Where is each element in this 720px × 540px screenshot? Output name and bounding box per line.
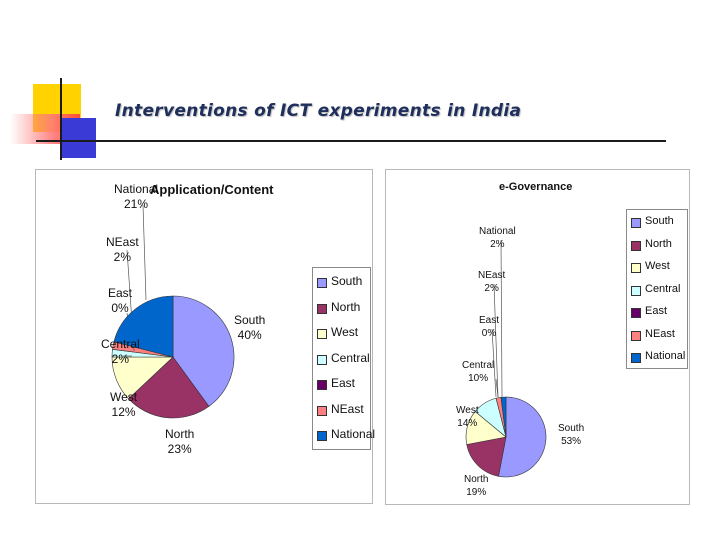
slice-category: North: [464, 474, 489, 485]
slice-category: NEast: [106, 235, 139, 249]
legend-label: North: [645, 237, 672, 250]
legend-label: Central: [331, 350, 370, 365]
legend-label: National: [645, 350, 686, 362]
leader-line-national: [142, 204, 147, 301]
pie-slice-national: [113, 295, 174, 358]
slice-category: East: [479, 315, 500, 326]
slice-label-east: East 0%: [108, 286, 132, 316]
slice-value: 53%: [561, 435, 582, 447]
legend-label: West: [645, 260, 670, 272]
slice-category: West: [110, 390, 138, 404]
chart-title: Application/Content: [150, 182, 274, 197]
legend-swatch: [631, 263, 641, 273]
title-underline: [36, 140, 666, 142]
slice-category: Central: [462, 360, 495, 371]
slice-value: 2%: [111, 352, 130, 366]
legend-label: South: [331, 274, 363, 288]
legend-swatch: [631, 353, 641, 363]
slice-category: National: [114, 182, 159, 196]
legend-label: NEast: [645, 327, 675, 340]
slice-category: National: [479, 226, 516, 237]
leader-line-east: [491, 328, 497, 398]
slice-value: 0%: [481, 327, 497, 339]
legend-label: National: [331, 427, 376, 441]
slice-label-national: National 21%: [114, 182, 158, 212]
chart-title: e-Governance: [499, 181, 573, 193]
legend-label: East: [331, 376, 356, 390]
slice-category: South: [558, 423, 585, 434]
legend-swatch: [631, 308, 641, 318]
legend-label: South: [645, 215, 674, 227]
decorative-blue-square: [60, 118, 96, 158]
legend-swatch: [631, 240, 641, 251]
legend-swatch: [317, 405, 327, 416]
legend-label: East: [645, 305, 668, 317]
leader-line-neast: [493, 283, 499, 398]
chart-legend: South North West Central East NEast National: [626, 209, 688, 369]
slice-value: 19%: [466, 486, 487, 498]
legend-label: Central: [645, 282, 681, 295]
legend-swatch: [631, 330, 641, 341]
slice-label-neast: NEast 2%: [478, 270, 505, 295]
slice-label-neast: NEast 2%: [106, 235, 139, 265]
slice-label-north: North 23%: [165, 427, 194, 457]
slice-category: North: [165, 427, 195, 441]
slice-value: 0%: [111, 301, 129, 315]
slice-value: 10%: [468, 372, 489, 384]
legend-label: West: [331, 325, 359, 339]
slice-label-south: South 40%: [234, 313, 265, 343]
slice-category: Central: [101, 337, 140, 351]
decorative-vertical-line: [60, 78, 62, 160]
legend-swatch: [317, 354, 327, 365]
legend-label: North: [331, 299, 361, 314]
slice-value: 23%: [167, 442, 192, 456]
legend-swatch: [631, 285, 641, 296]
chart-legend: South North West Central East NEast National: [312, 267, 375, 450]
slice-value: 12%: [111, 405, 136, 419]
legend-swatch: [317, 329, 327, 339]
slice-category: NEast: [478, 270, 506, 281]
pie-slice-south: [172, 295, 235, 407]
slice-value: 21%: [124, 197, 149, 211]
pie-slice-north: [128, 356, 210, 419]
slice-value: 14%: [457, 417, 478, 429]
slice-value: 2%: [490, 238, 505, 250]
slice-category: East: [108, 286, 133, 300]
chart-panel-application-content: Application/Content South North West Centra…: [35, 169, 375, 504]
slice-label-west: West 14%: [456, 405, 479, 430]
slide-title: Interventions of ICT experiments in Indi…: [115, 101, 522, 121]
slice-label-national: National 2%: [479, 226, 516, 251]
slice-label-central: Central 10%: [462, 360, 494, 385]
pie-slice-national: [500, 396, 507, 438]
legend-swatch: [317, 431, 327, 441]
slice-label-south: South 53%: [558, 423, 584, 448]
slice-value: 2%: [484, 282, 499, 294]
legend-swatch: [317, 278, 327, 288]
slice-category: West: [456, 405, 479, 416]
legend-swatch: [317, 380, 327, 390]
leader-line-national: [500, 239, 503, 398]
pie-chart-application-content: [111, 204, 235, 419]
slice-label-north: North 19%: [464, 474, 488, 499]
slice-value: 2%: [113, 250, 132, 264]
pie-chart-e-governance: [465, 239, 547, 478]
slice-label-west: West 12%: [110, 390, 137, 420]
slice-label-east: East 0%: [479, 315, 499, 340]
pie-slice-south: [498, 396, 547, 478]
legend-swatch: [631, 218, 641, 228]
pie-slice-north: [466, 436, 507, 477]
legend-label: NEast: [331, 401, 364, 416]
slice-value: 40%: [237, 328, 262, 342]
slice-label-central: Central 2%: [101, 337, 140, 367]
legend-swatch: [317, 303, 327, 314]
chart-panel-e-governance: e-Governance South North West Central East NE…: [385, 169, 690, 505]
slice-category: South: [234, 313, 266, 327]
